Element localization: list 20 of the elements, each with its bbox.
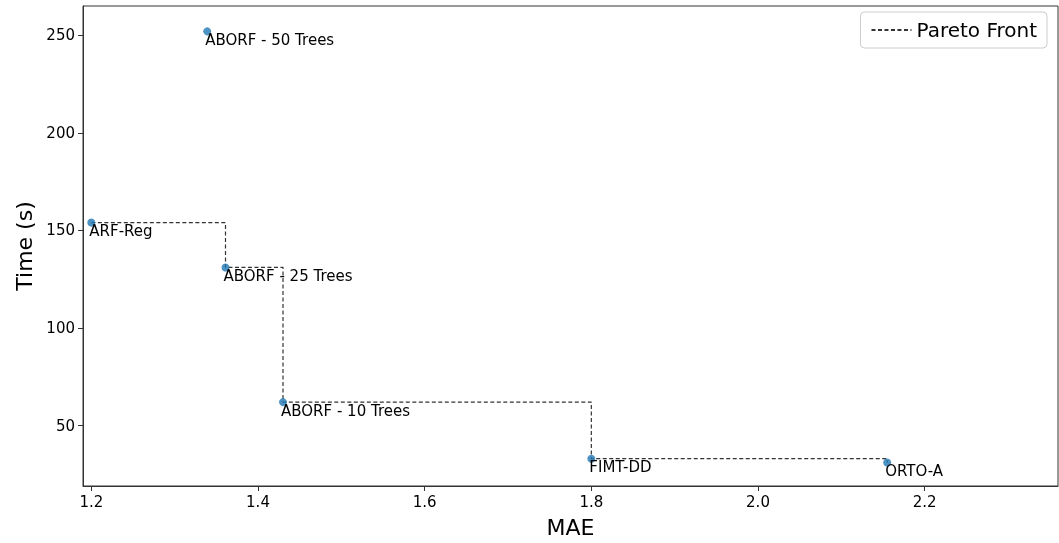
annotation: ABORF - 50 Trees [205, 30, 335, 49]
y-axis-title: Time (s) [11, 201, 37, 292]
annotation: FIMT-DD [589, 458, 652, 477]
x-axis-title: MAE [546, 514, 595, 540]
annotation: ABORF - 10 Trees [281, 401, 411, 420]
y-tick-label: 50 [55, 416, 75, 435]
annotation: ABORF - 25 Trees [223, 266, 353, 285]
x-tick-label: 1.4 [246, 492, 270, 511]
x-tick-label: 2.2 [912, 492, 937, 511]
y-tick-label: 100 [46, 318, 75, 337]
legend-label: Pareto Front [916, 18, 1038, 42]
x-tick-label: 1.8 [579, 492, 604, 511]
x-tick-label: 1.6 [412, 492, 437, 511]
y-tick-label: 200 [46, 123, 75, 142]
y-tick-label: 250 [46, 26, 75, 45]
x-tick-label: 1.2 [79, 492, 104, 511]
y-tick-label: 150 [46, 221, 75, 240]
x-tick-label: 2.0 [746, 492, 770, 511]
annotation: ORTO-A [885, 462, 944, 481]
annotation: ARF-Reg [89, 222, 153, 241]
